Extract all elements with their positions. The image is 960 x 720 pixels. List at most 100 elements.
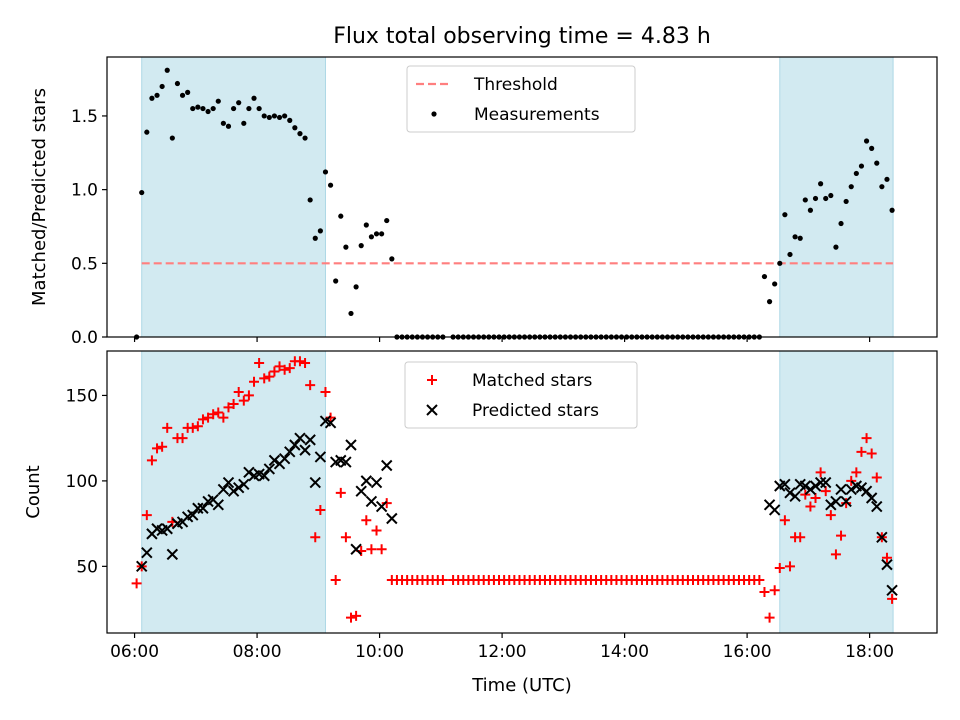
matched-star-point [310,532,321,543]
measurement-point [302,135,308,141]
predicted-star-point [212,499,224,511]
predicted-star-point [814,476,827,489]
measurement-point [777,260,783,266]
top-y-ticks: 0.0 0.5 1.0 1.5 [71,107,107,348]
matched-star-point [238,395,249,406]
matched-star-point [361,515,372,526]
measurement-point [266,114,272,121]
measurement-point [782,212,788,218]
matched-star-point [243,390,254,401]
measurement-point [195,104,201,110]
predicted-star-point [871,500,883,513]
predicted-star-point [289,439,301,451]
matched-star-point [759,586,770,597]
bottom-x-ticks: 06:00 08:00 10:00 12:00 14:00 16:00 18:00 [110,633,894,662]
measurement-point [225,123,232,129]
measurement-point [802,197,808,203]
measurement-point [884,176,890,182]
matched-star-point [830,549,841,560]
predicted-star-point [258,470,270,482]
legend-label: Predicted stars [472,401,599,421]
predicted-star-point [350,543,362,555]
measurement-point [139,189,145,196]
predicted-star-point [309,476,321,489]
measurement-point [317,228,323,234]
measurement-point [797,235,803,241]
predicted-star-point [136,560,148,573]
matched-star-point [259,373,270,384]
shaded-interval [141,56,326,338]
y-tick-label: 1.0 [71,181,98,201]
matched-star-point [228,398,239,409]
matched-star-point [887,593,898,604]
matched-star-point [820,486,831,497]
measurement-point [185,89,191,95]
matched-star-point [274,361,285,372]
matched-star-point [856,446,867,457]
predicted-star-point [784,487,796,499]
matched-star-point [866,448,877,459]
matched-star-point [305,380,316,391]
measurement-point [154,92,160,98]
predicted-star-point [161,523,173,535]
bottom-y-axis-label: Count [23,465,44,518]
predicted-star-point [324,417,337,429]
predicted-star-point [360,475,373,487]
predicted-star-point [840,495,852,508]
top-y-axis-label: Matched/Predicted stars [29,88,50,306]
measurement-point [874,160,880,166]
legend-label: Measurements [474,105,600,125]
matched-star-point [805,501,816,512]
matched-star-point [351,610,362,621]
predicted-star-point [876,531,888,543]
measurement-point [818,181,824,187]
matched-star-point [800,489,811,500]
measurement-point [210,105,216,112]
measurement-point [215,98,221,104]
matched-star-point [131,578,142,589]
measurement-point [251,95,257,101]
predicted-star-point [263,463,276,475]
legend-matched-swatch [427,375,437,385]
measurement-point [333,278,339,284]
matched-star-point [320,387,331,398]
matched-star-point [300,357,311,368]
predicted-star-point [370,476,383,489]
measurement-point [761,273,768,280]
predicted-star-point [809,480,822,492]
matched-star-point [177,433,188,444]
measurement-point [373,231,380,237]
matched-star-point [294,356,305,367]
predicted-star-point [187,509,199,521]
matched-star-point [146,455,157,466]
matched-star-point [764,612,775,623]
predicted-star-point [779,478,791,491]
shaded-interval [779,56,894,338]
measurement-point [261,113,267,119]
matched-star-point [340,532,351,543]
measurement-point [220,120,226,126]
bottom-y-ticks: 50 100 150 [66,386,107,577]
matched-star-point [774,563,785,574]
matched-star-point [213,407,224,418]
measurement-point [338,213,344,219]
predicted-star-point [284,446,296,458]
matched-star-point [187,422,198,433]
matched-star-point [208,409,219,420]
measurement-point [858,163,865,169]
matched-star-point [810,492,821,503]
predicted-star-point [825,499,837,511]
matched-star-point [825,510,836,521]
legend-label: Matched stars [472,371,592,391]
matched-star-point [330,575,341,586]
measurement-point [282,113,288,119]
matched-star-point [371,525,382,536]
bottom-legend: Matched stars Predicted stars [404,361,638,429]
predicted-star-point [860,485,873,497]
predicted-star-point [804,483,817,496]
measurement-point [159,83,165,90]
predicted-star-point [340,456,352,468]
measurement-point [843,198,849,205]
bottom-axes-frame [106,350,938,634]
predicted-star-point [381,459,393,472]
